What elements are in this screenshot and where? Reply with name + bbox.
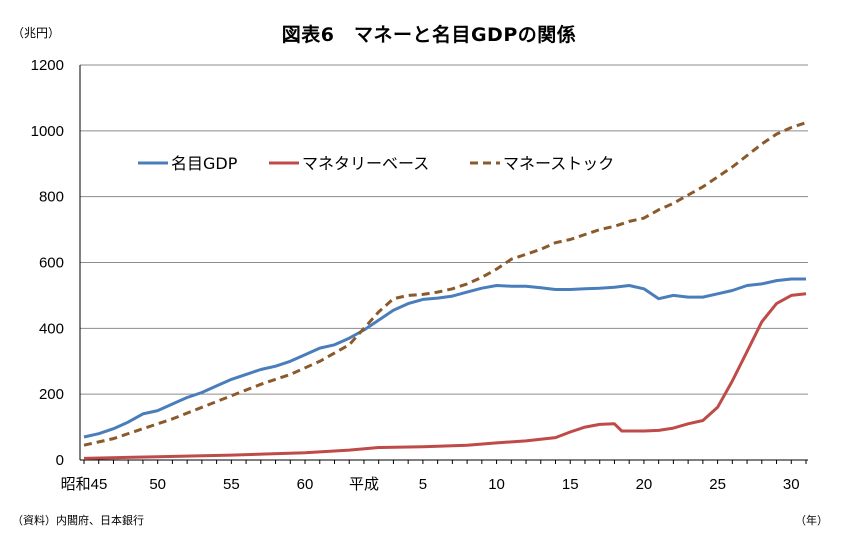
x-tick-label: 平成 (349, 476, 379, 493)
x-axis-unit: （年） (795, 514, 828, 527)
legend-label-2: マネタリーベース (302, 154, 429, 173)
series-lines (83, 121, 807, 460)
y-tick-label: 1000 (31, 123, 64, 140)
y-tick-label: 800 (39, 189, 64, 206)
x-tick-label: 60 (297, 476, 314, 493)
legend-label-3: マネーストック (503, 154, 614, 173)
legend-label-1: 名目GDP (171, 154, 238, 173)
series-line-3 (83, 121, 807, 447)
x-tick-label: 30 (783, 476, 800, 493)
x-tick-label: 10 (488, 476, 505, 493)
y-tick-label: 400 (39, 320, 64, 337)
chart-title: 図表6 マネーと名目GDPの関係 (281, 24, 577, 46)
y-tick-label: 0 (56, 452, 64, 469)
series-line-2 (83, 292, 807, 460)
x-tick-label: 15 (562, 476, 579, 493)
x-tick-label: 50 (149, 476, 166, 493)
y-tick-label: 200 (39, 386, 64, 403)
y-axis-unit: （兆円） (12, 26, 61, 40)
source-note: （資料）内閣府、日本銀行 (12, 514, 144, 527)
legend: 名目GDP マネタリーベース マネーストック (138, 154, 614, 173)
y-tick-label: 600 (39, 255, 64, 272)
x-tick-label: 20 (636, 476, 653, 493)
x-tick-label: 昭和45 (61, 476, 108, 493)
axes: 0 200 400 600 800 1000 1200 昭和45 50 55 60 平成 5 10 15 20… (31, 57, 808, 493)
x-tick-label: 5 (419, 476, 427, 493)
x-tick-label: 25 (709, 476, 726, 493)
y-tick-label: 1200 (31, 57, 64, 74)
gridlines (80, 64, 808, 395)
x-tick-label: 55 (223, 476, 240, 493)
series-line-1 (83, 277, 806, 439)
